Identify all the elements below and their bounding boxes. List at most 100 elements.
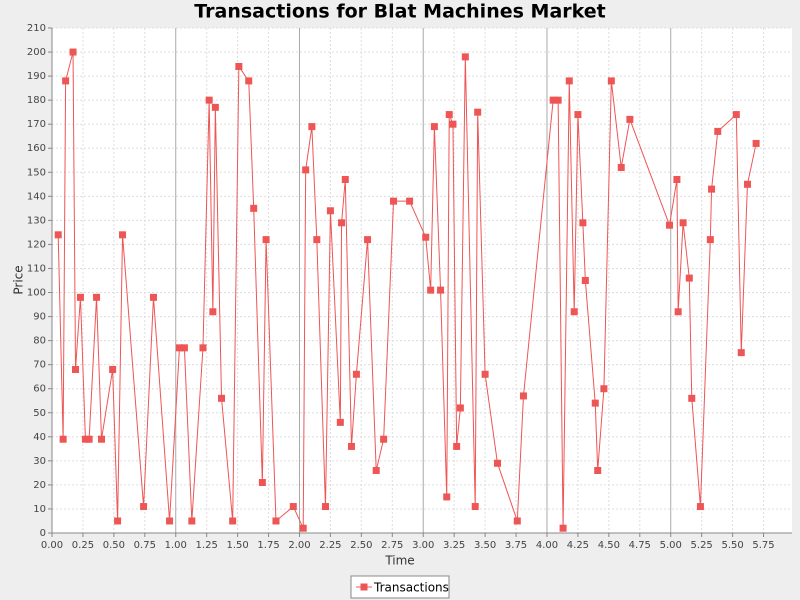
data-point <box>565 77 573 85</box>
data-point <box>81 435 89 443</box>
y-tick-label: 190 <box>27 71 46 82</box>
data-point <box>76 293 84 301</box>
data-point <box>471 503 479 511</box>
data-point <box>390 197 398 205</box>
data-point <box>72 365 80 373</box>
data-point <box>205 96 213 104</box>
data-point <box>737 349 745 357</box>
data-point <box>149 293 157 301</box>
data-point <box>422 233 430 241</box>
x-tick-label: 4.50 <box>598 540 620 551</box>
x-tick-label: 0.75 <box>134 540 156 551</box>
x-tick-label: 2.75 <box>381 540 403 551</box>
x-tick-label: 4.25 <box>567 540 589 551</box>
data-point <box>554 96 562 104</box>
data-point <box>732 111 740 119</box>
y-tick-label: 70 <box>33 360 46 371</box>
data-point <box>372 466 380 474</box>
data-point <box>85 435 93 443</box>
y-tick-label: 30 <box>33 456 46 467</box>
y-tick-label: 130 <box>27 215 46 226</box>
data-point <box>347 442 355 450</box>
data-point <box>449 120 457 128</box>
data-point <box>175 344 183 352</box>
data-point <box>229 517 237 525</box>
data-point <box>321 503 329 511</box>
data-point <box>235 62 243 70</box>
y-tick-label: 160 <box>27 143 46 154</box>
x-tick-label: 2.00 <box>288 540 310 551</box>
data-point <box>474 108 482 116</box>
data-point <box>579 219 587 227</box>
y-tick-label: 120 <box>27 239 46 250</box>
y-tick-label: 140 <box>27 191 46 202</box>
data-point <box>427 286 435 294</box>
data-point <box>519 392 527 400</box>
data-point <box>559 524 567 532</box>
x-tick-label: 2.50 <box>350 540 372 551</box>
data-point <box>289 503 297 511</box>
legend-box <box>350 575 450 599</box>
legend-label: Transactions <box>373 581 449 595</box>
data-point <box>245 77 253 85</box>
data-point <box>453 442 461 450</box>
plot-area <box>52 28 792 533</box>
x-tick-label: 1.25 <box>196 540 218 551</box>
data-point <box>600 385 608 393</box>
chart-title: Transactions for Blat Machines Market <box>194 1 605 23</box>
data-point <box>461 53 469 61</box>
data-point <box>352 370 360 378</box>
data-point <box>62 77 70 85</box>
data-point <box>326 207 334 215</box>
y-tick-label: 0 <box>40 528 46 539</box>
data-point <box>380 435 388 443</box>
data-point <box>581 277 589 284</box>
data-point <box>594 466 602 474</box>
y-tick-label: 80 <box>33 336 46 347</box>
x-tick-label: 4.75 <box>629 540 651 551</box>
data-point <box>364 236 372 244</box>
data-point <box>218 394 226 402</box>
data-point <box>262 236 270 244</box>
x-tick-label: 5.25 <box>691 540 713 551</box>
data-point <box>302 166 310 174</box>
x-axis-label: Time <box>384 554 414 568</box>
data-point <box>69 48 77 56</box>
legend-marker <box>360 583 368 591</box>
y-tick-label: 100 <box>27 288 46 299</box>
data-point <box>59 435 67 443</box>
data-point <box>685 274 693 282</box>
y-tick-label: 170 <box>27 119 46 130</box>
data-point <box>93 293 101 301</box>
data-point <box>308 123 316 131</box>
data-point <box>180 344 188 352</box>
x-tick-label: 1.50 <box>226 540 248 551</box>
y-tick-label: 200 <box>27 47 46 58</box>
data-point <box>119 231 127 239</box>
data-point <box>674 308 682 316</box>
y-tick-label: 90 <box>33 312 46 323</box>
data-point <box>617 163 625 171</box>
y-tick-label: 60 <box>33 384 46 395</box>
data-point <box>445 111 453 119</box>
data-point <box>250 204 258 212</box>
x-tick-label: 1.75 <box>257 540 279 551</box>
x-tick-label: 0.00 <box>41 540 63 551</box>
data-point <box>97 435 105 443</box>
data-point <box>272 517 280 525</box>
data-point <box>406 197 414 205</box>
data-point <box>574 111 582 119</box>
series-line <box>57 51 757 529</box>
y-axis-label: Price <box>12 265 26 294</box>
data-point <box>714 127 722 135</box>
data-point <box>211 103 219 111</box>
x-tick-label: 4.00 <box>536 540 558 551</box>
data-point <box>513 517 521 525</box>
data-point <box>313 236 321 244</box>
data-point <box>591 399 599 407</box>
x-tick-label: 2.25 <box>319 540 341 551</box>
y-tick-label: 10 <box>33 504 46 515</box>
y-tick-label: 150 <box>27 167 46 178</box>
y-tick-label: 210 <box>27 23 46 34</box>
